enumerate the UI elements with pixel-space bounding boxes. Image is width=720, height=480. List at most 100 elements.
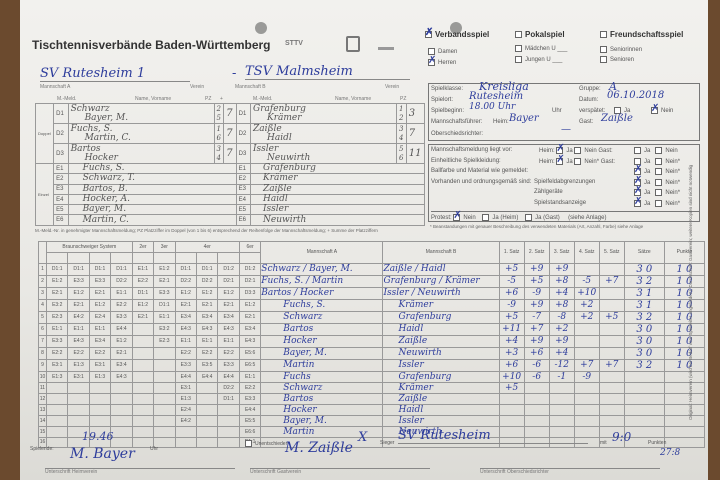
match-type-checkbox[interactable] bbox=[425, 27, 433, 39]
protest-gast-label: Ja (Gast) bbox=[535, 215, 560, 222]
points-result bbox=[663, 381, 706, 394]
set-score: +2 bbox=[548, 322, 575, 336]
system-cell: E3:4 bbox=[217, 310, 240, 324]
heim-nein-checkbox[interactable] bbox=[574, 157, 582, 165]
set-score bbox=[598, 322, 625, 336]
system-cell: E3:5 bbox=[195, 358, 219, 372]
system-cell: E1:2 bbox=[67, 286, 90, 300]
protest-heim-checkbox[interactable] bbox=[482, 214, 490, 221]
system-cell: E2:2 bbox=[110, 298, 133, 312]
nein-checkbox[interactable] bbox=[655, 178, 663, 186]
system-cell: E2:1 bbox=[153, 274, 176, 288]
system-cell: D2:1 bbox=[238, 274, 262, 288]
set-score bbox=[598, 346, 625, 360]
heim-ja-checkbox[interactable] bbox=[556, 154, 565, 165]
col-satz: 1. Satz bbox=[498, 241, 525, 264]
set-score bbox=[598, 370, 625, 383]
system-cell bbox=[217, 425, 240, 438]
ja-checkbox[interactable] bbox=[634, 196, 642, 207]
col-2er: 2er bbox=[131, 241, 155, 253]
match-type-checkbox[interactable] bbox=[600, 31, 607, 39]
signature-osr-label: Unterschrift Oberschiedsrichter bbox=[480, 468, 660, 475]
system-cell: E4:2 bbox=[67, 310, 90, 324]
system-cell: E3:2 bbox=[45, 298, 69, 312]
system-cell bbox=[45, 414, 69, 427]
sets-result: 3 0 bbox=[623, 334, 665, 348]
player-name: Haidl bbox=[267, 132, 292, 143]
oberschiedsrichter-value: — bbox=[561, 124, 571, 135]
heim-nein-checkbox[interactable] bbox=[574, 147, 582, 154]
player-name: Bayer, M. bbox=[67, 204, 237, 216]
system-cell bbox=[217, 414, 240, 427]
system-cell: E4:3 bbox=[217, 322, 240, 336]
set-score bbox=[573, 262, 600, 276]
system-cell: E3:3 bbox=[217, 358, 240, 372]
match-type-label: Pokalspiel bbox=[525, 30, 565, 39]
category-checkbox[interactable] bbox=[428, 48, 435, 55]
nein-label: Nein* bbox=[665, 158, 681, 165]
system-cell: E3:3 bbox=[67, 274, 90, 288]
system-cell: E3:3 bbox=[88, 274, 112, 288]
category-option: Seniorinnen bbox=[600, 46, 642, 53]
singles-row: E5 Bayer, M. E5 Issler bbox=[36, 204, 425, 216]
col-pz: PZ bbox=[400, 96, 407, 102]
system-cell: D1:1 bbox=[174, 262, 198, 276]
points-result bbox=[663, 392, 706, 405]
player-name: Krämer bbox=[267, 112, 302, 123]
points-result: 1 0 bbox=[663, 262, 706, 276]
verspaetet-label: verspätet: bbox=[579, 108, 606, 114]
verspaetet-nein-checkbox[interactable] bbox=[651, 103, 659, 114]
category-checkbox[interactable] bbox=[515, 45, 522, 52]
check-sublabel: Spielstandsanzeige bbox=[534, 199, 587, 206]
system-cell bbox=[110, 392, 133, 405]
system-cell bbox=[67, 414, 90, 427]
match-type-checkbox[interactable] bbox=[515, 31, 522, 39]
player-a: Martin bbox=[260, 358, 384, 372]
team-b-name: TSV Malmsheim bbox=[245, 64, 410, 80]
doubles-pos: D3 bbox=[235, 143, 252, 164]
category-checkbox[interactable] bbox=[600, 56, 607, 63]
match-type-1: Pokalspiel bbox=[515, 30, 565, 39]
nein-checkbox[interactable] bbox=[655, 157, 663, 165]
nein-checkbox[interactable] bbox=[655, 147, 663, 154]
system-cell bbox=[153, 381, 176, 394]
category-checkbox[interactable] bbox=[428, 55, 436, 66]
protest-nein-checkbox[interactable] bbox=[453, 210, 462, 221]
singles-pos: E6 bbox=[53, 214, 69, 226]
category-checkbox[interactable] bbox=[515, 56, 522, 63]
system-cell: D1:2 bbox=[217, 262, 240, 276]
player-a: Fuchs, S. / Martin bbox=[260, 274, 384, 288]
col-satz: 4. Satz bbox=[573, 241, 600, 264]
nein-checkbox[interactable] bbox=[655, 189, 663, 196]
set-score: +4 bbox=[548, 346, 575, 360]
set-score: +4 bbox=[498, 334, 525, 348]
player-b: Haidl bbox=[382, 322, 500, 336]
set-score: +5 bbox=[498, 310, 525, 324]
ja-checkbox[interactable] bbox=[634, 147, 641, 154]
crest-logo bbox=[346, 36, 360, 52]
system-cell: E2:2 bbox=[88, 346, 112, 360]
protest-gast-checkbox[interactable] bbox=[525, 214, 533, 221]
nein-checkbox[interactable] bbox=[655, 168, 663, 175]
col-punkte: Punkte bbox=[663, 241, 706, 264]
set-score bbox=[573, 381, 600, 394]
system-cell bbox=[174, 436, 198, 449]
inspection-box: Mannschaftsmeldung liegt vor: Heim: Ja Ne… bbox=[428, 143, 700, 222]
einzel-label: Einzel bbox=[34, 163, 55, 226]
pz-value: 2 bbox=[398, 113, 404, 122]
nein-checkbox[interactable] bbox=[655, 199, 663, 207]
category-checkbox[interactable] bbox=[600, 46, 607, 53]
system-cell: E1:2 bbox=[174, 286, 198, 300]
verspaetet-ja-checkbox[interactable] bbox=[614, 107, 621, 114]
doubles-pos: D1 bbox=[53, 103, 69, 124]
games-table: Braunschweiger System 2er 3er 4er 6er Mannsch… bbox=[38, 241, 706, 449]
unentschieden-checkbox[interactable] bbox=[245, 440, 252, 447]
set-score: +11 bbox=[498, 322, 525, 336]
system-cell: D2:2 bbox=[195, 274, 219, 288]
system-cell bbox=[131, 425, 155, 438]
doppel-label: Doppel bbox=[34, 103, 55, 164]
game-row: 13 E2:4 E4:4 Hocker Haidl bbox=[38, 403, 706, 416]
system-cell: D1:1 bbox=[217, 392, 240, 405]
system-cell: E1:2 bbox=[110, 334, 133, 348]
set-score bbox=[523, 414, 550, 427]
